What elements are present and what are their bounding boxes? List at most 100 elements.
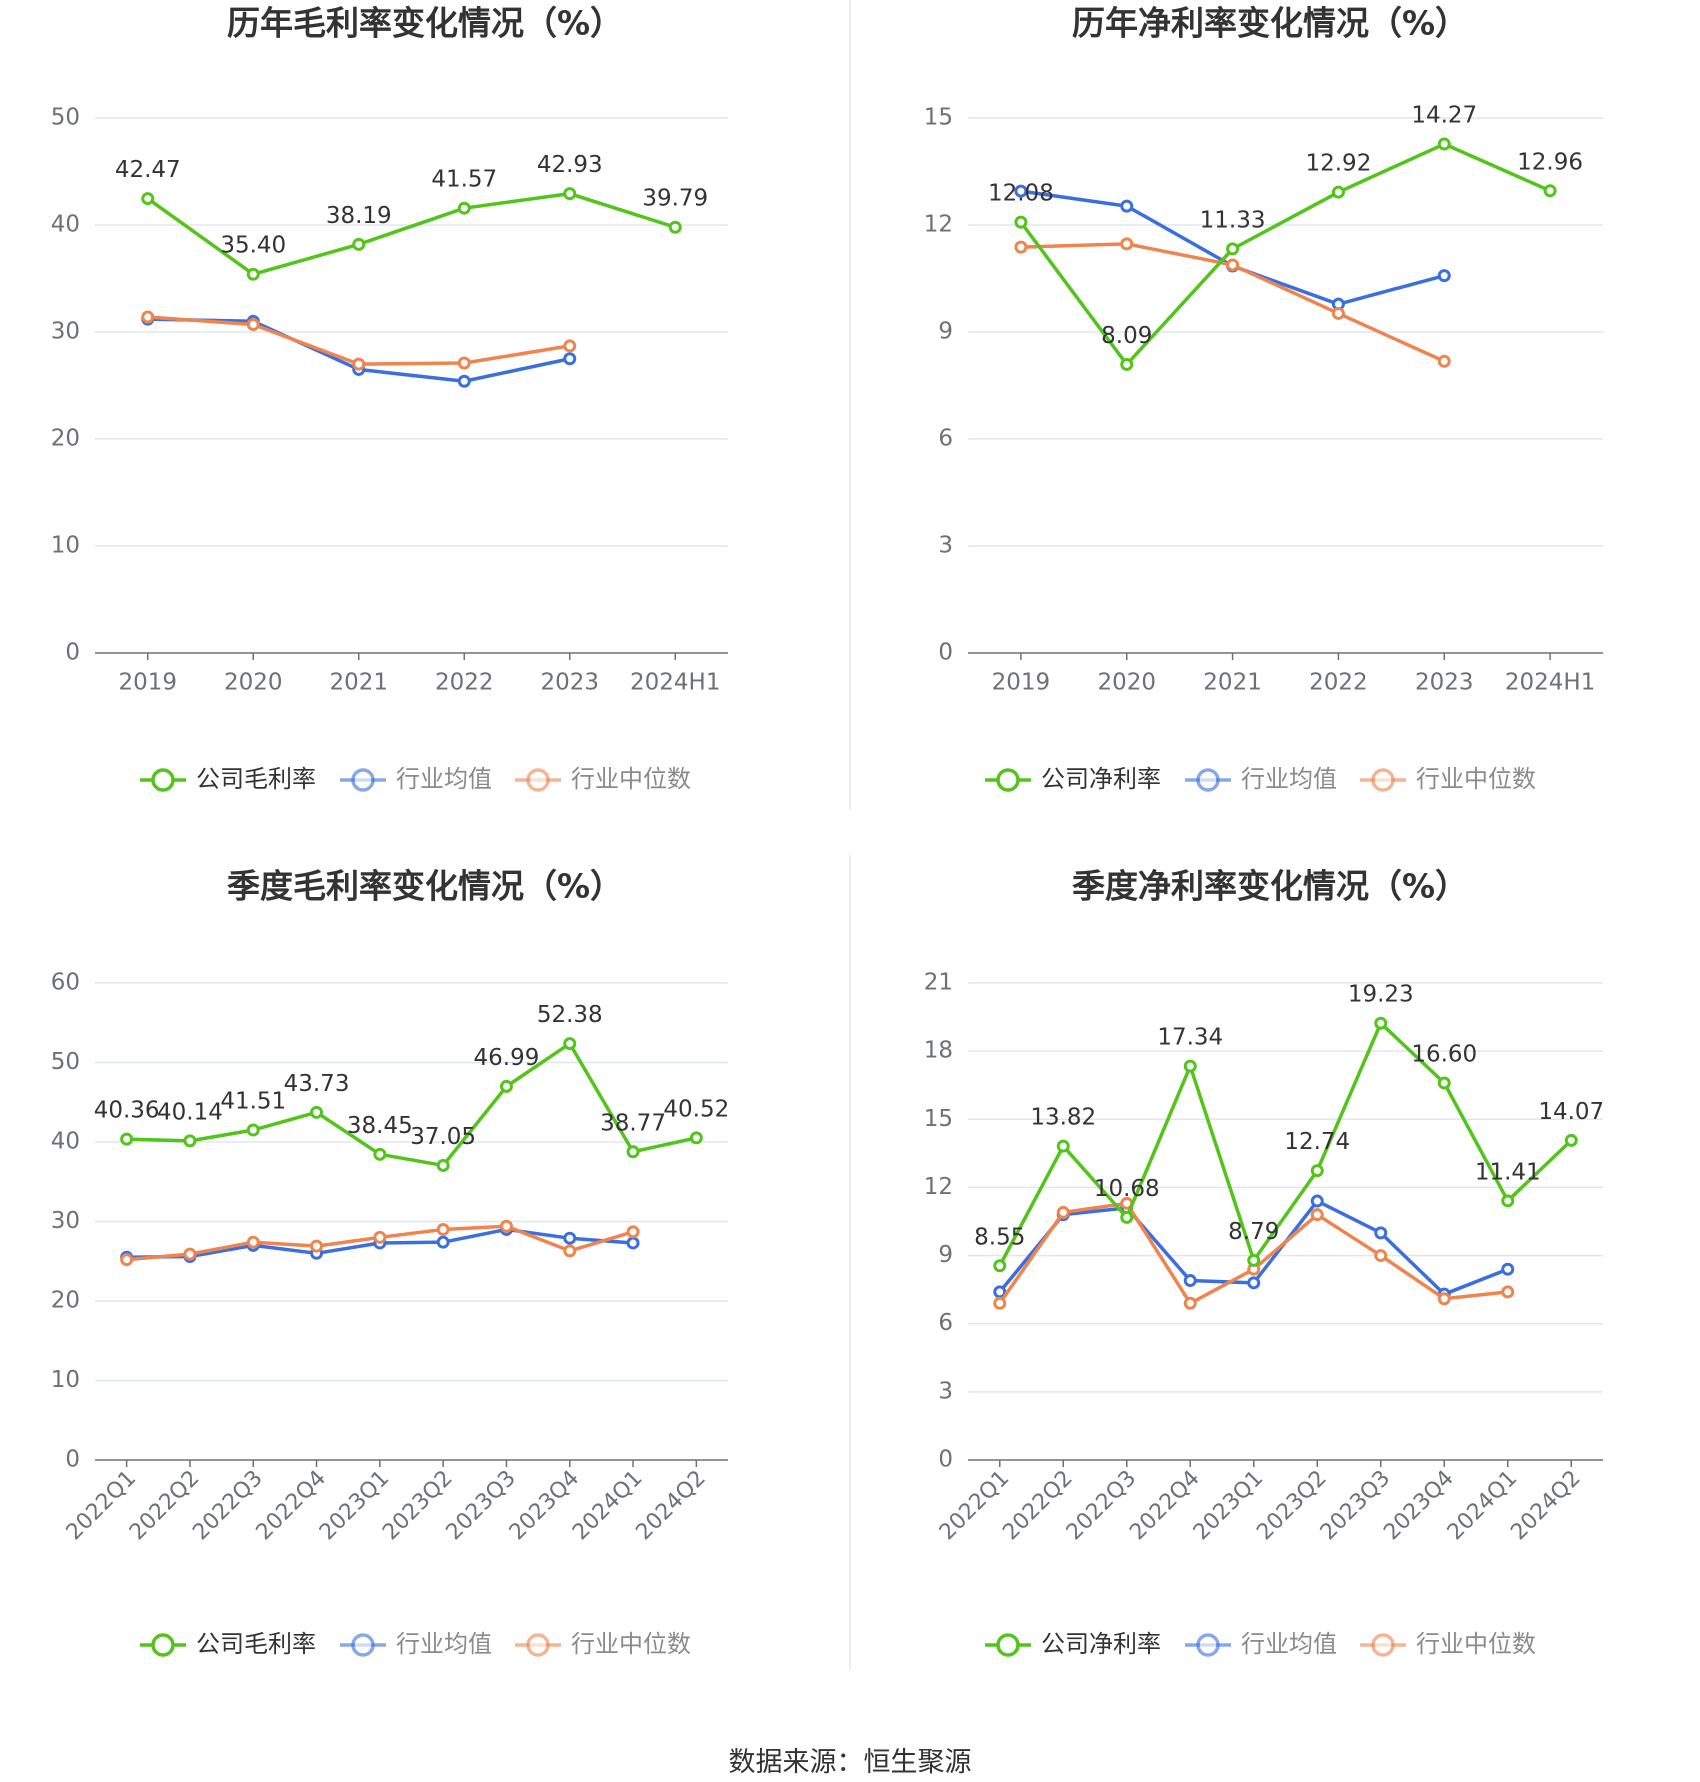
y-tick-label: 50 — [51, 1049, 80, 1075]
legend-marker — [1196, 768, 1220, 792]
data-label: 14.27 — [1411, 103, 1477, 129]
data-point — [563, 1244, 577, 1258]
x-tick-label: 2022 — [1309, 670, 1368, 696]
data-point — [499, 1219, 513, 1233]
legend-marker — [996, 768, 1020, 792]
legend-item: 行业均值 — [1185, 765, 1337, 793]
x-tick-label: 2022Q1 — [935, 1466, 1014, 1545]
data-point — [246, 267, 260, 281]
data-point — [993, 1259, 1007, 1273]
legend-item: 行业均值 — [340, 765, 492, 793]
chart-panel-1: 历年毛利率变化情况（%） 0 10 20 30 40 50 2019 2020 2021 2022 2… — [51, 4, 728, 793]
data-point — [1183, 1059, 1197, 1073]
legend-label: 行业均值 — [396, 1630, 492, 1658]
data-point — [1564, 1133, 1578, 1147]
x-tick-label: 2023Q3 — [1316, 1466, 1395, 1545]
data-label: 8.79 — [1228, 1219, 1279, 1245]
data-point — [1501, 1194, 1515, 1208]
data-point — [1247, 1253, 1261, 1267]
legend-item: 行业中位数 — [1360, 765, 1536, 793]
y-tick-label: 6 — [938, 426, 953, 452]
data-point — [1310, 1208, 1324, 1222]
data-point — [120, 1132, 134, 1146]
legend-item: 行业中位数 — [515, 765, 691, 793]
legend-item: 行业中位数 — [515, 1630, 691, 1658]
data-point — [1437, 137, 1451, 151]
legend-marker — [351, 1633, 375, 1657]
data-label: 10.68 — [1094, 1176, 1160, 1202]
legend-label: 公司净利率 — [1041, 1630, 1161, 1658]
y-tick-label: 9 — [938, 1242, 953, 1268]
data-label: 8.09 — [1101, 323, 1152, 349]
data-label: 40.36 — [94, 1098, 160, 1124]
data-point — [1226, 242, 1240, 256]
data-point — [246, 1123, 260, 1137]
y-tick-label: 20 — [51, 426, 80, 452]
legend-marker — [526, 768, 550, 792]
legend-item: 行业中位数 — [1360, 1630, 1536, 1658]
data-point — [352, 237, 366, 251]
x-tick-label: 2021 — [1203, 670, 1262, 696]
data-label: 42.93 — [537, 152, 603, 178]
data-point — [457, 356, 471, 370]
x-tick-label: 2023Q3 — [442, 1466, 521, 1545]
legend-label: 公司净利率 — [1041, 765, 1161, 793]
data-point — [563, 1037, 577, 1051]
data-point — [1183, 1274, 1197, 1288]
data-point — [436, 1235, 450, 1249]
x-tick-label: 2020 — [1097, 670, 1156, 696]
data-label: 43.73 — [284, 1071, 350, 1097]
legend-marker — [151, 768, 175, 792]
data-point — [1120, 1210, 1134, 1224]
series-line-industry-median — [147, 315, 571, 366]
data-label: 17.34 — [1157, 1025, 1223, 1051]
data-point — [1331, 185, 1345, 199]
data-point — [246, 1235, 260, 1249]
chart-title: 历年净利率变化情况（%） — [1072, 4, 1468, 43]
data-point — [668, 220, 682, 234]
x-tick-label: 2022Q3 — [1062, 1466, 1141, 1545]
data-label: 12.08 — [988, 181, 1054, 207]
data-point — [141, 192, 155, 206]
legend-marker — [996, 1633, 1020, 1657]
data-point — [1437, 269, 1451, 283]
legend-marker — [1196, 1633, 1220, 1657]
data-point — [626, 1145, 640, 1159]
data-point — [183, 1247, 197, 1261]
chart-title: 季度净利率变化情况（%） — [1072, 867, 1468, 906]
data-label: 52.38 — [537, 1002, 603, 1028]
data-point — [1331, 306, 1345, 320]
data-point — [1374, 1016, 1388, 1030]
data-point — [1120, 357, 1134, 371]
data-point — [310, 1105, 324, 1119]
legend-label: 行业均值 — [396, 765, 492, 793]
data-point — [1014, 215, 1028, 229]
data-point — [499, 1079, 513, 1093]
data-label: 40.14 — [157, 1099, 223, 1125]
chart-panel-2: 历年净利率变化情况（%） 0 3 6 9 12 15 2019 2020 2021 2022 2023… — [924, 4, 1603, 793]
data-point — [1374, 1226, 1388, 1240]
data-label: 14.07 — [1538, 1099, 1604, 1125]
data-point — [436, 1158, 450, 1172]
data-point — [563, 339, 577, 353]
data-point — [563, 187, 577, 201]
x-tick-label: 2022Q2 — [125, 1466, 204, 1545]
data-point — [1437, 1292, 1451, 1306]
y-tick-label: 20 — [51, 1288, 80, 1314]
x-tick-label: 2024H1 — [1505, 670, 1595, 696]
data-point — [1501, 1262, 1515, 1276]
data-point — [310, 1239, 324, 1253]
x-tick-label: 2024Q2 — [631, 1466, 710, 1545]
y-tick-label: 3 — [938, 533, 953, 559]
chart-title: 季度毛利率变化情况（%） — [227, 867, 623, 906]
data-source-note: 数据来源：恒生聚源 — [728, 1747, 972, 1778]
y-tick-label: 0 — [938, 1447, 953, 1473]
y-tick-label: 15 — [924, 105, 953, 131]
data-point — [1247, 1276, 1261, 1290]
data-point — [1374, 1249, 1388, 1263]
data-point — [563, 352, 577, 366]
y-tick-label: 3 — [938, 1378, 953, 1404]
y-tick-label: 0 — [65, 640, 80, 666]
series-line-company — [146, 191, 676, 276]
